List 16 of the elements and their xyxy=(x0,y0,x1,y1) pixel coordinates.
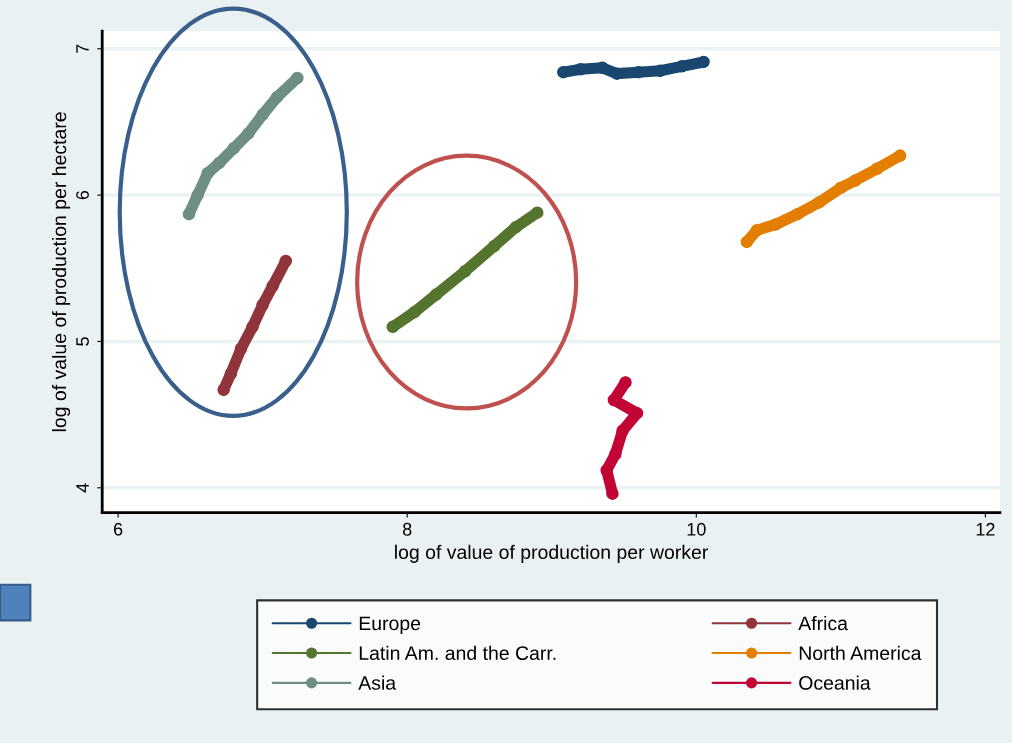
legend-label: Latin Am. and the Carr. xyxy=(359,645,556,661)
y-tick-label: 5 xyxy=(76,337,89,346)
y-tick-label: 6 xyxy=(76,190,89,200)
y-axis-title: log of value of production per hectare xyxy=(51,112,71,432)
x-tick-label: 10 xyxy=(687,522,706,536)
legend-label: Europe xyxy=(359,616,421,635)
legend-label: Africa xyxy=(798,615,848,631)
x-tick-label: 8 xyxy=(402,522,412,536)
x-tick-label: 12 xyxy=(976,522,995,536)
legend-label: North America xyxy=(799,645,922,661)
y-tick-label: 7 xyxy=(76,44,89,53)
x-tick-label: 6 xyxy=(114,522,123,536)
x-axis-title: log of value of production per worker xyxy=(395,544,708,563)
legend-label: Oceania xyxy=(799,675,871,690)
y-tick-label: 4 xyxy=(76,483,89,493)
legend-label: Asia xyxy=(358,675,397,690)
